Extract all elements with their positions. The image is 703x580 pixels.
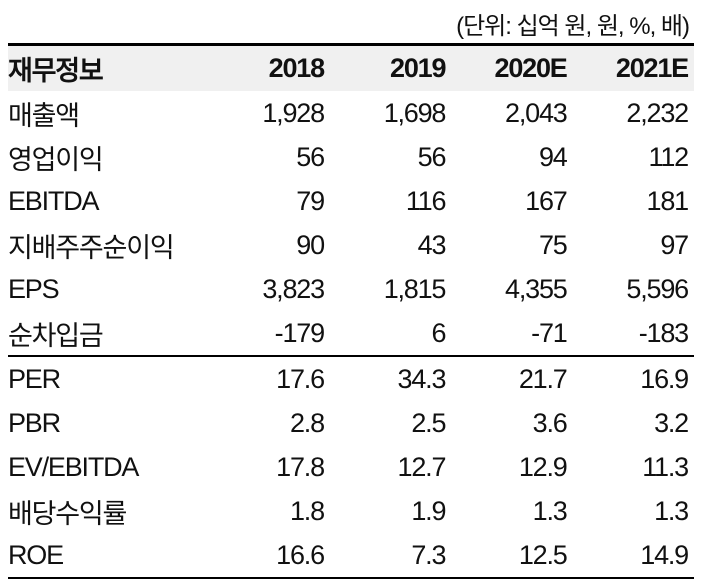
table-row: PBR 2.8 2.5 3.6 3.2 [8, 401, 694, 445]
table-cell: 12.9 [518, 451, 568, 482]
row-label: 지배주주순이익 [8, 232, 175, 263]
table-row: 배당수익률 1.8 1.9 1.3 1.3 [8, 489, 694, 533]
unit-note: (단위: 십억 원, 원, %, 배) [456, 13, 690, 40]
table-cell: 112 [648, 141, 690, 172]
table-cell: 17.8 [276, 451, 325, 482]
table-row: EV/EBITDA 17.8 12.7 12.9 11.3 [8, 445, 694, 489]
table-cell: 6 [329, 311, 452, 357]
table-cell: 90 [296, 229, 325, 260]
table-cell: 56 [296, 141, 325, 172]
row-label: EV/EBITDA [8, 451, 139, 482]
column-header: 2021E [615, 53, 689, 83]
table-cell: 3.6 [532, 407, 568, 438]
table-cell: 12.7 [397, 451, 447, 482]
table-cell: 5,596 [626, 273, 689, 304]
table-cell: 75 [538, 229, 568, 260]
table-row: 지배주주순이익 90 43 75 97 [8, 223, 694, 267]
column-header: 2018 [268, 53, 325, 83]
row-label: PER [8, 363, 61, 394]
column-header: 2019 [390, 53, 446, 83]
table-cell: 34.3 [397, 363, 447, 394]
table-cell: 167 [525, 185, 568, 216]
table-cell: 21.7 [518, 363, 568, 394]
table-cell: 2,043 [505, 97, 568, 128]
table-cell: 181 [646, 185, 690, 216]
table-cell: 2.8 [289, 407, 325, 438]
table-cell: 14.9 [572, 533, 694, 579]
table-cell: 3,823 [262, 273, 325, 304]
table-cell: 1.8 [289, 495, 325, 526]
row-label: 순차입금 [8, 311, 209, 357]
row-label: 배당수익률 [8, 498, 127, 529]
table-cell: 12.5 [451, 533, 573, 579]
header-row: 재무정보 2018 2019 2020E 2021E [8, 44, 694, 91]
table-cell: 1.9 [411, 495, 446, 526]
table-cell: -183 [572, 311, 694, 357]
table-row: 순차입금 -179 6 -71 -183 [8, 311, 694, 357]
table-cell: 116 [405, 185, 447, 216]
table-cell: 1.3 [532, 495, 568, 526]
table-cell: 4,355 [505, 273, 568, 304]
table-cell: 11.3 [642, 451, 689, 482]
row-label: PBR [8, 407, 61, 438]
table-cell: 2.5 [411, 407, 446, 438]
row-label: 매출액 [8, 100, 80, 131]
table-row: PER 17.6 34.3 21.7 16.9 [8, 356, 694, 401]
table-cell: 3.2 [654, 407, 689, 438]
table-cell: 1,928 [262, 97, 325, 128]
table-cell: 16.6 [208, 533, 330, 579]
table-cell: 97 [660, 229, 689, 260]
table-row: 매출액 1,928 1,698 2,043 2,232 [8, 91, 694, 135]
table-cell: 2,232 [626, 97, 689, 128]
row-label: EPS [8, 273, 60, 304]
table-cell: 7.3 [329, 533, 452, 579]
financial-table: 재무정보 2018 2019 2020E 2021E 매출액 1,928 1,698 2,04… [8, 43, 694, 579]
row-label: 영업이익 [8, 144, 104, 175]
table-cell: 16.9 [640, 363, 689, 394]
table-cell: -71 [451, 311, 573, 357]
table-row: EBITDA 79 116 167 181 [8, 179, 694, 223]
table-cell: 1.3 [654, 495, 689, 526]
table-row: 영업이익 56 56 94 112 [8, 135, 694, 179]
row-header-title: 재무정보 [8, 56, 104, 86]
column-header: 2020E [494, 53, 568, 83]
row-label: EBITDA [8, 185, 100, 216]
table-cell: 79 [296, 185, 325, 216]
table-cell: 1,698 [383, 97, 447, 128]
table-row: ROE 16.6 7.3 12.5 14.9 [8, 533, 694, 579]
table-cell: 94 [538, 141, 568, 172]
table-cell: 17.6 [276, 363, 325, 394]
table-cell: 56 [417, 141, 447, 172]
table-cell: -179 [208, 311, 330, 357]
table-cell: 43 [417, 229, 447, 260]
row-label: ROE [8, 533, 209, 579]
table-row: EPS 3,823 1,815 4,355 5,596 [8, 267, 694, 311]
table-cell: 1,815 [383, 273, 447, 304]
